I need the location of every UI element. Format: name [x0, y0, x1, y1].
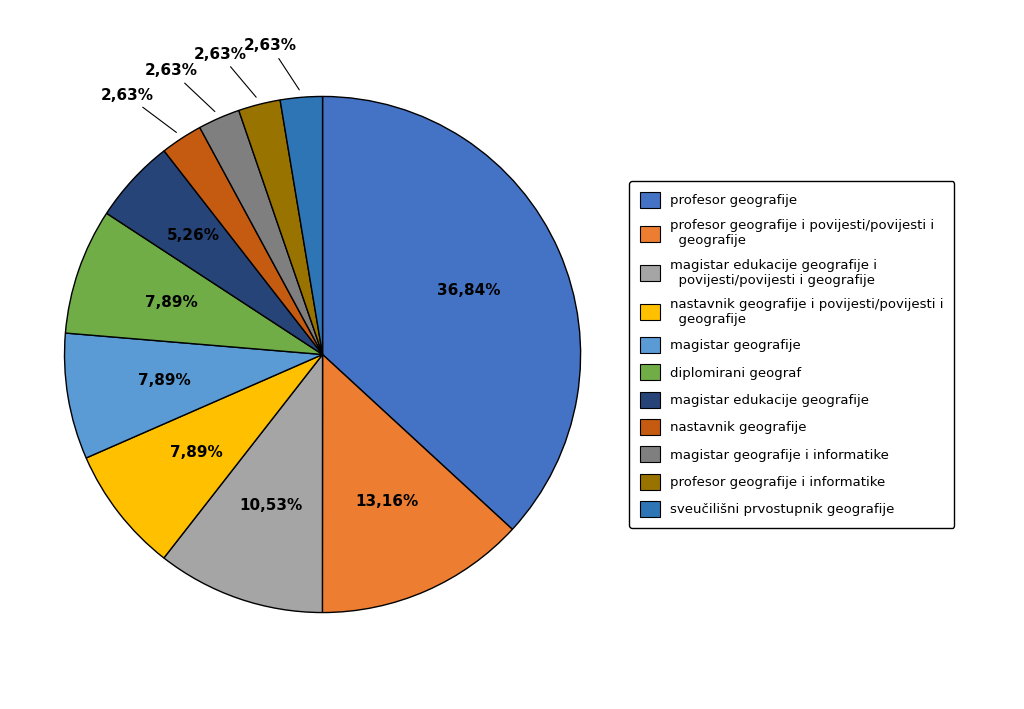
Text: 36,84%: 36,84%	[437, 283, 501, 298]
Wedge shape	[65, 333, 323, 458]
Wedge shape	[164, 128, 323, 354]
Text: 2,63%: 2,63%	[100, 88, 176, 133]
Text: 7,89%: 7,89%	[138, 373, 191, 389]
Wedge shape	[164, 354, 323, 613]
Wedge shape	[200, 111, 323, 354]
Legend: profesor geografije, profesor geografije i povijesti/povijesti i
  geografije, m: profesor geografije, profesor geografije…	[629, 182, 954, 527]
Wedge shape	[323, 354, 512, 613]
Wedge shape	[323, 96, 581, 530]
Text: 10,53%: 10,53%	[239, 498, 302, 513]
Text: 2,63%: 2,63%	[145, 63, 215, 111]
Text: 2,63%: 2,63%	[194, 47, 256, 97]
Text: 13,16%: 13,16%	[355, 493, 419, 508]
Wedge shape	[86, 354, 323, 558]
Wedge shape	[106, 151, 323, 354]
Wedge shape	[66, 213, 323, 354]
Text: 7,89%: 7,89%	[170, 445, 222, 460]
Wedge shape	[281, 96, 323, 354]
Text: 5,26%: 5,26%	[167, 228, 220, 243]
Wedge shape	[239, 100, 323, 354]
Text: 2,63%: 2,63%	[244, 38, 299, 90]
Text: 7,89%: 7,89%	[144, 295, 198, 310]
